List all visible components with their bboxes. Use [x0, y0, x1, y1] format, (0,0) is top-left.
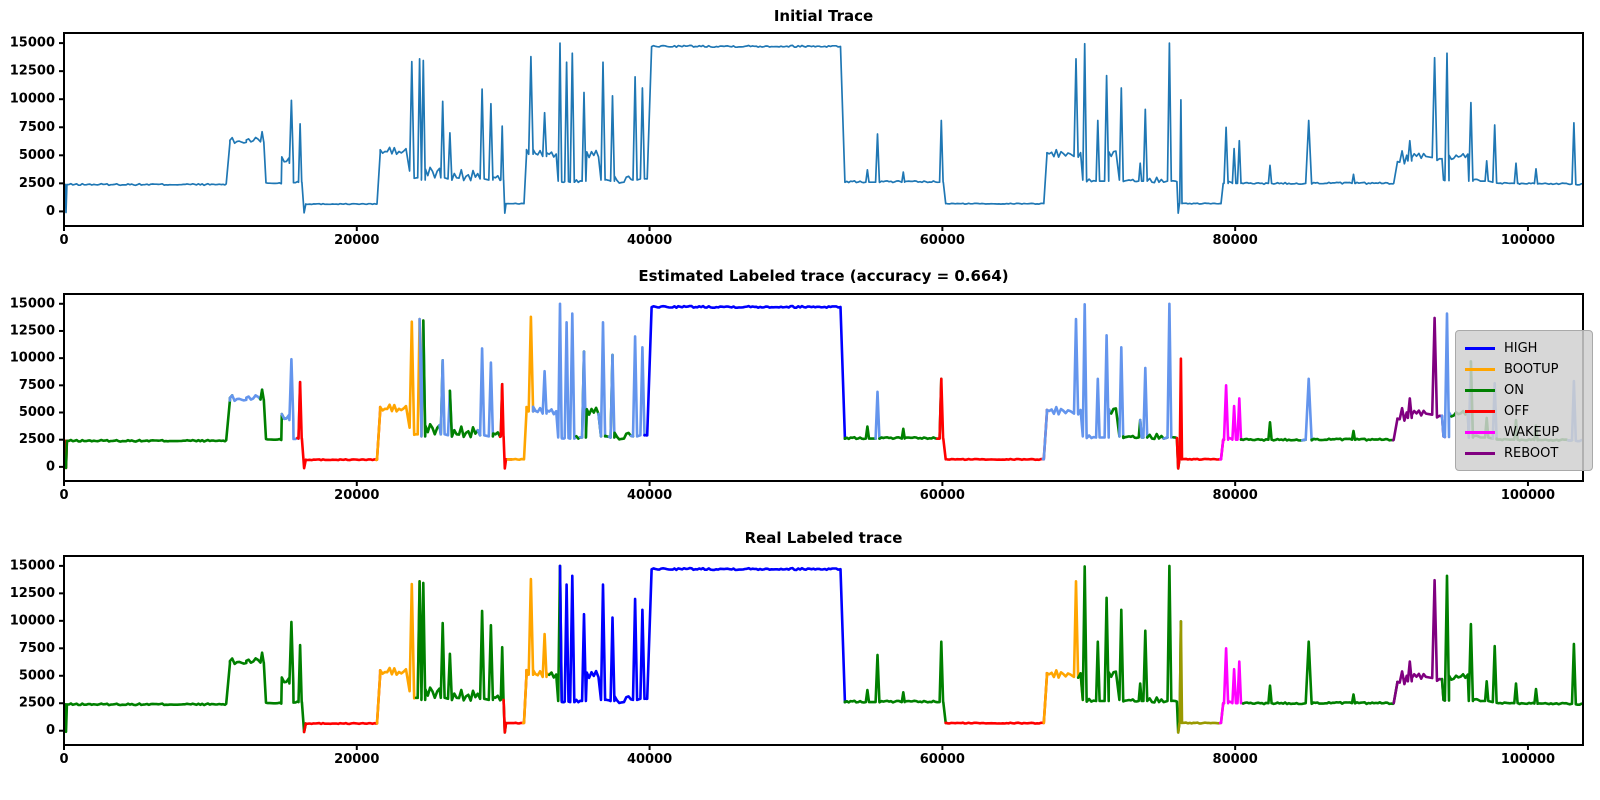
subplot3-frame — [63, 555, 1584, 746]
legend-label: WAKEUP — [1504, 425, 1560, 440]
x-tick-label: 40000 — [627, 488, 672, 503]
legend-label: REBOOT — [1504, 446, 1559, 461]
y-tick-label: 2500 — [19, 696, 55, 711]
subplot1-frame — [63, 32, 1584, 227]
y-tick-label: 5000 — [19, 405, 55, 420]
x-tick-label: 80000 — [1213, 752, 1258, 767]
y-tick-label: 7500 — [19, 120, 55, 135]
legend-item: WAKEUP — [1465, 422, 1583, 443]
y-tick-label: 15000 — [10, 558, 55, 573]
x-tick-label: 20000 — [334, 752, 379, 767]
y-tick-label: 15000 — [10, 36, 55, 51]
subplot3-series — [64, 564, 1583, 734]
y-tick-label: 5000 — [19, 668, 55, 683]
legend-line-swatch — [1465, 452, 1495, 455]
y-tick-label: 0 — [46, 723, 55, 738]
x-tick-label: 80000 — [1213, 488, 1258, 503]
legend-item: HIGH — [1465, 338, 1583, 359]
legend-line-swatch — [1465, 431, 1495, 434]
legend-item: OFF — [1465, 401, 1583, 422]
x-tick-label: 100000 — [1501, 488, 1555, 503]
legend-line-swatch — [1465, 389, 1495, 392]
y-tick-label: 7500 — [19, 378, 55, 393]
x-tick-label: 0 — [59, 233, 68, 248]
x-tick-label: 20000 — [334, 488, 379, 503]
legend-label: HIGH — [1504, 341, 1538, 356]
x-tick-label: 60000 — [920, 752, 965, 767]
legend-item: ON — [1465, 380, 1583, 401]
x-tick-label: 20000 — [334, 233, 379, 248]
subplot2-series — [64, 302, 1583, 470]
x-tick-label: 0 — [59, 752, 68, 767]
x-tick-label: 40000 — [627, 752, 672, 767]
y-tick-label: 10000 — [10, 613, 55, 628]
y-tick-label: 12500 — [10, 323, 55, 338]
legend-item: REBOOT — [1465, 443, 1583, 464]
subplot2-title: Estimated Labeled trace (accuracy = 0.66… — [638, 267, 1009, 285]
legend-label: BOOTUP — [1504, 362, 1559, 377]
y-tick-label: 12500 — [10, 586, 55, 601]
y-tick-label: 15000 — [10, 296, 55, 311]
y-tick-label: 10000 — [10, 92, 55, 107]
subplot1-series — [64, 42, 1583, 214]
y-tick-label: 0 — [46, 204, 55, 219]
legend: HIGH BOOTUP ON OFF WAKEUP REBOOT — [1455, 330, 1593, 471]
y-tick-label: 7500 — [19, 641, 55, 656]
y-tick-label: 2500 — [19, 432, 55, 447]
x-tick-label: 100000 — [1501, 752, 1555, 767]
x-tick-label: 0 — [59, 488, 68, 503]
legend-item: BOOTUP — [1465, 359, 1583, 380]
y-tick-label: 0 — [46, 459, 55, 474]
legend-line-swatch — [1465, 347, 1495, 350]
x-tick-label: 60000 — [920, 233, 965, 248]
x-tick-label: 100000 — [1501, 233, 1555, 248]
x-tick-label: 80000 — [1213, 233, 1258, 248]
legend-label: ON — [1504, 383, 1524, 398]
y-tick-label: 5000 — [19, 148, 55, 163]
subplot3-title: Real Labeled trace — [744, 529, 903, 547]
legend-line-swatch — [1465, 410, 1495, 413]
x-tick-label: 40000 — [627, 233, 672, 248]
subplot1-title: Initial Trace — [773, 7, 874, 25]
y-tick-label: 2500 — [19, 176, 55, 191]
legend-label: OFF — [1504, 404, 1530, 419]
y-tick-label: 12500 — [10, 64, 55, 79]
y-tick-label: 10000 — [10, 351, 55, 366]
legend-line-swatch — [1465, 368, 1495, 371]
x-tick-label: 60000 — [920, 488, 965, 503]
